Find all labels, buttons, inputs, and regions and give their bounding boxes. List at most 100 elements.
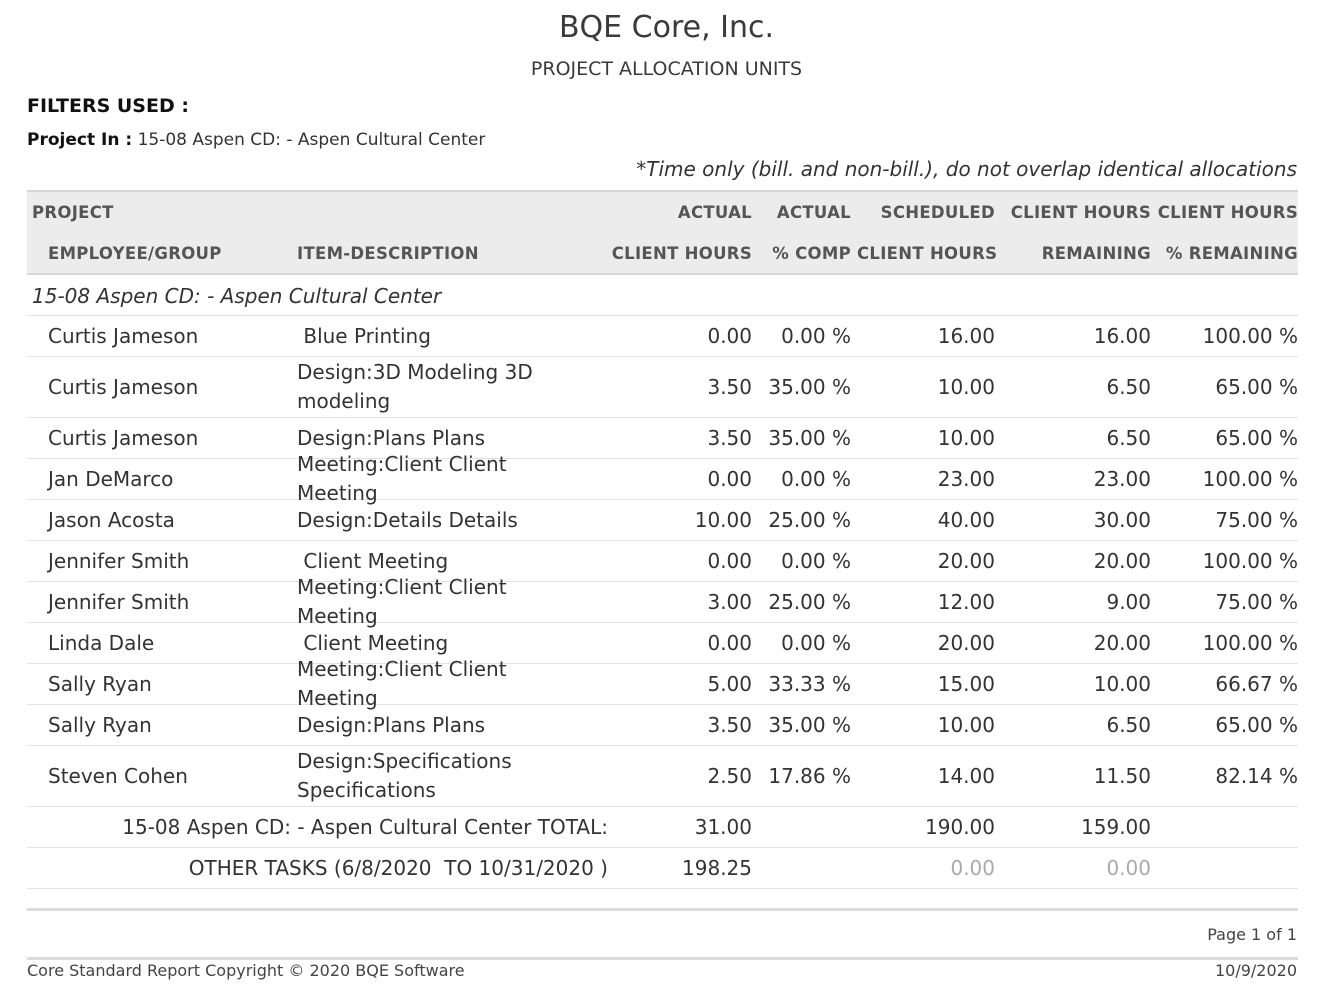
copyright-text: Core Standard Report Copyright © 2020 BQ… xyxy=(27,961,465,980)
remaining-hours: 11.50 xyxy=(1093,764,1151,788)
total-actual-hours: 31.00 xyxy=(694,815,752,839)
scheduled-hours: 20.00 xyxy=(937,631,995,655)
table-row: Jennifer Smith Meeting:Client Client Mee… xyxy=(27,575,1298,628)
company-name: BQE Core, Inc. xyxy=(558,10,775,45)
pct-comp: 25.00 % xyxy=(768,508,851,532)
table-row: Sally Ryan Design:Plans Plans 3.50 35.00… xyxy=(27,705,1298,746)
remaining-hours: 20.00 xyxy=(1093,549,1151,573)
pct-remaining: 100.00 % xyxy=(1202,467,1298,491)
scheduled-hours: 14.00 xyxy=(937,764,995,788)
pct-comp: 0.00 % xyxy=(781,324,851,348)
actual-hours: 5.00 xyxy=(707,672,752,696)
scheduled-hours: 10.00 xyxy=(937,713,995,737)
actual-hours: 0.00 xyxy=(707,467,752,491)
item-description: Design:Plans Plans xyxy=(297,425,486,450)
pct-remaining: 75.00 % xyxy=(1215,590,1298,614)
pct-comp: 35.00 % xyxy=(768,713,851,737)
pct-comp: 33.33 % xyxy=(768,672,851,696)
actual-hours: 3.50 xyxy=(707,426,752,450)
scheduled-hours: 10.00 xyxy=(937,375,995,399)
pct-remaining: 100.00 % xyxy=(1202,631,1298,655)
pct-comp: 0.00 % xyxy=(781,631,851,655)
table-row: Curtis Jameson Design:3D Modeling 3D mod… xyxy=(27,357,1298,418)
other-tasks-remaining-hours: 0.00 xyxy=(1106,856,1151,880)
item-description: Client Meeting xyxy=(297,548,449,573)
pct-remaining: 65.00 % xyxy=(1215,426,1298,450)
pct-comp: 35.00 % xyxy=(768,426,851,450)
col-employee-group: EMPLOYEE/GROUP xyxy=(48,244,222,263)
table-end-divider xyxy=(27,908,1298,911)
col-actual-bottom: CLIENT HOURS xyxy=(611,244,752,263)
employee-name: Sally Ryan xyxy=(48,713,152,737)
pct-remaining: 100.00 % xyxy=(1202,324,1298,348)
table-row: Jan DeMarco Meeting:Client Client Meetin… xyxy=(27,452,1298,505)
employee-name: Jason Acosta xyxy=(48,508,175,532)
item-description: Meeting:Client Client Meeting xyxy=(297,452,507,505)
employee-name: Curtis Jameson xyxy=(48,375,199,399)
col-pct-remaining-top: CLIENT HOURS xyxy=(1157,203,1298,222)
col-item-description: ITEM-DESCRIPTION xyxy=(297,244,479,263)
col-actual-top: ACTUAL xyxy=(677,203,752,222)
table-row: Sally Ryan Meeting:Client Client Meeting… xyxy=(27,657,1298,710)
actual-hours: 0.00 xyxy=(707,631,752,655)
scheduled-hours: 15.00 xyxy=(937,672,995,696)
col-remaining-bottom: REMAINING xyxy=(1041,244,1151,263)
project-group-row: 15-08 Aspen CD: - Aspen Cultural Center xyxy=(27,275,1298,316)
employee-name: Jan DeMarco xyxy=(48,467,174,491)
remaining-hours: 6.50 xyxy=(1106,375,1151,399)
col-pct-remaining-bottom: % REMAINING xyxy=(1165,244,1298,263)
employee-name: Curtis Jameson xyxy=(48,324,199,348)
pct-remaining: 66.67 % xyxy=(1215,672,1298,696)
footer-divider xyxy=(27,957,1298,960)
scheduled-hours: 40.00 xyxy=(937,508,995,532)
table-row: Linda Dale Client Meeting 0.00 0.00 % 20… xyxy=(27,623,1298,664)
other-tasks-row: OTHER TASKS (6/8/2020 TO 10/31/2020 ) 19… xyxy=(27,848,1298,889)
pct-remaining: 65.00 % xyxy=(1215,713,1298,737)
page-number: Page 1 of 1 xyxy=(1207,925,1297,944)
employee-name: Jennifer Smith xyxy=(48,549,190,573)
table-row: Curtis Jameson Design:Plans Plans 3.50 3… xyxy=(27,418,1298,459)
remaining-hours: 23.00 xyxy=(1093,467,1151,491)
employee-name: Steven Cohen xyxy=(48,764,188,788)
pct-remaining: 75.00 % xyxy=(1215,508,1298,532)
actual-hours: 3.50 xyxy=(707,375,752,399)
pct-comp: 0.00 % xyxy=(781,467,851,491)
table-row: Curtis Jameson Blue Printing 0.00 0.00 %… xyxy=(27,316,1298,357)
employee-name: Sally Ryan xyxy=(48,672,152,696)
item-description: Meeting:Client Client Meeting xyxy=(297,575,507,628)
item-description: Design:Details Details xyxy=(297,507,518,532)
total-scheduled-hours: 190.00 xyxy=(925,815,995,839)
col-pct-comp-bottom: % COMP xyxy=(772,244,851,263)
report-date: 10/9/2020 xyxy=(1214,961,1297,980)
pct-remaining: 65.00 % xyxy=(1215,375,1298,399)
filter-project-value: 15-08 Aspen CD: - Aspen Cultural Center xyxy=(137,130,486,150)
table-row: Jason Acosta Design:Details Details 10.0… xyxy=(27,500,1298,541)
employee-name: Jennifer Smith xyxy=(48,590,190,614)
table-row: Steven Cohen Design:Specifications Speci… xyxy=(27,746,1298,807)
col-pct-comp-top: ACTUAL xyxy=(776,203,851,222)
project-total-row: 15-08 Aspen CD: - Aspen Cultural Center … xyxy=(27,807,1298,848)
item-description: Blue Printing xyxy=(297,323,431,348)
pct-remaining: 100.00 % xyxy=(1202,549,1298,573)
scheduled-hours: 10.00 xyxy=(937,426,995,450)
pct-comp: 35.00 % xyxy=(768,375,851,399)
item-description: Design:Plans Plans xyxy=(297,712,486,737)
remaining-hours: 6.50 xyxy=(1106,713,1151,737)
table-header: PROJECT EMPLOYEE/GROUP ITEM-DESCRIPTION … xyxy=(27,190,1298,275)
pct-comp: 17.86 % xyxy=(768,764,851,788)
actual-hours: 0.00 xyxy=(707,324,752,348)
pct-remaining: 82.14 % xyxy=(1215,764,1298,788)
report-note: *Time only (bill. and non-bill.), do not… xyxy=(636,157,1297,181)
project-total-label: 15-08 Aspen CD: - Aspen Cultural Center … xyxy=(122,815,608,839)
item-description: Meeting:Client Client Meeting xyxy=(297,657,507,710)
project-group-name: 15-08 Aspen CD: - Aspen Cultural Center xyxy=(32,284,442,308)
col-scheduled-top: SCHEDULED xyxy=(880,203,995,222)
col-project: PROJECT xyxy=(32,203,114,222)
scheduled-hours: 12.00 xyxy=(937,590,995,614)
filter-project: Project In : 15-08 Aspen CD: - Aspen Cul… xyxy=(27,130,485,150)
actual-hours: 2.50 xyxy=(707,764,752,788)
actual-hours: 3.00 xyxy=(707,590,752,614)
col-remaining-top: CLIENT HOURS xyxy=(1010,203,1151,222)
other-tasks-label: OTHER TASKS (6/8/2020 TO 10/31/2020 ) xyxy=(188,856,608,880)
actual-hours: 0.00 xyxy=(707,549,752,573)
